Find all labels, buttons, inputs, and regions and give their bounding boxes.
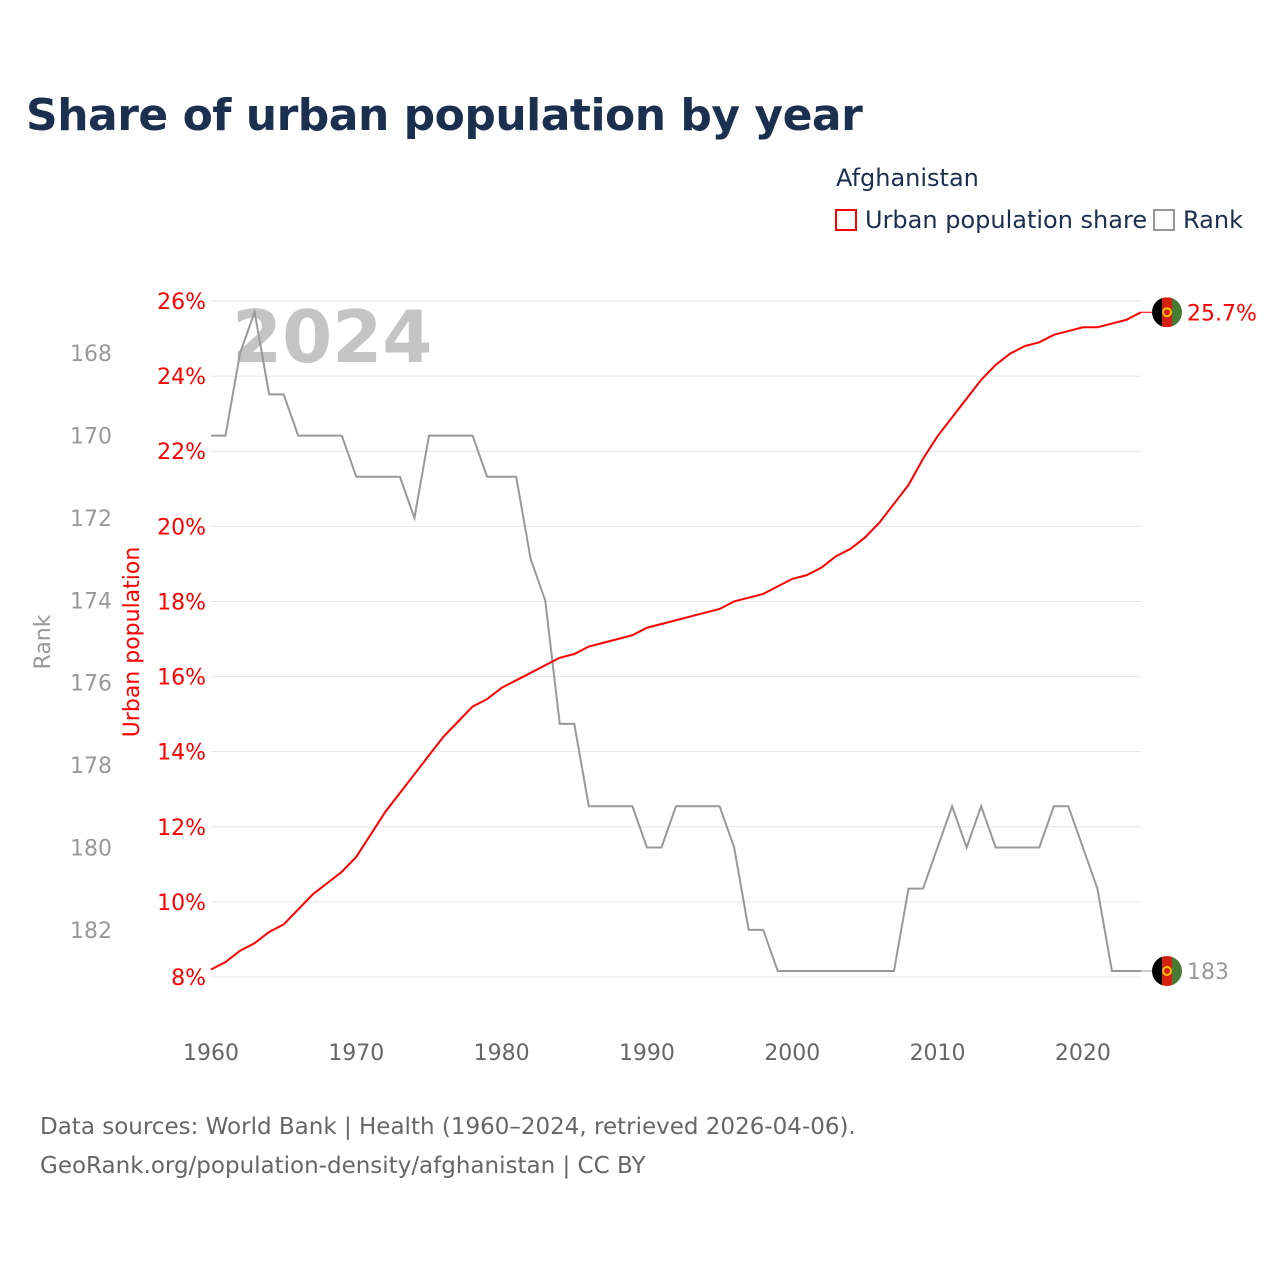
urban-tick-label: 24%	[157, 365, 206, 390]
urban-tick-label: 22%	[157, 440, 206, 465]
rank-tick-label: 182	[70, 919, 112, 944]
urban-line	[210, 311, 1142, 971]
chart-title: Share of urban population by year	[26, 90, 863, 141]
x-tick-label: 2010	[910, 1041, 966, 1066]
rank-tick-label: 168	[70, 342, 112, 367]
urban-tick-label: 26%	[157, 290, 206, 315]
rank-tick-label: 178	[70, 754, 112, 779]
afghanistan-flag-icon	[1152, 956, 1182, 986]
x-tick-label: 2020	[1055, 1041, 1111, 1066]
urban-tick-label: 8%	[171, 966, 206, 991]
urban-tick-label: 14%	[157, 741, 206, 766]
rank-axis-label: Rank	[31, 614, 56, 669]
watermark-year: 2024	[232, 295, 432, 379]
legend-swatch-urban	[835, 209, 857, 231]
legend-item-rank[interactable]: Rank	[1153, 206, 1243, 234]
urban-tick-label: 20%	[157, 515, 206, 540]
urban-tick-label: 12%	[157, 816, 206, 841]
rank-tick-label: 180	[70, 836, 112, 861]
legend-country: Afghanistan	[836, 164, 979, 192]
rank-tick-label: 170	[70, 425, 112, 450]
afghanistan-flag-icon	[1152, 297, 1182, 328]
footer-link[interactable]: GeoRank.org/population-density/afghanist…	[40, 1153, 646, 1179]
x-tick-label: 1980	[474, 1041, 530, 1066]
urban-tick-label: 16%	[157, 666, 206, 691]
footer: Data sources: World Bank | Health (1960–…	[40, 1108, 856, 1186]
footer-sources: Data sources: World Bank | Health (1960–…	[40, 1114, 856, 1140]
urban-tick-label: 18%	[157, 590, 206, 615]
urban-axis-label: Urban population	[120, 547, 145, 738]
legend-item-urban[interactable]: Urban population share	[835, 206, 1147, 234]
legend-label-urban: Urban population share	[865, 206, 1148, 234]
legend-label-rank: Rank	[1183, 206, 1243, 234]
rank-tick-label: 176	[70, 672, 112, 697]
rank-end-label: 183	[1187, 960, 1229, 985]
rank-line	[211, 308, 1141, 972]
rank-tick-label: 172	[70, 507, 112, 532]
urban-tick-label: 10%	[157, 891, 206, 916]
x-tick-label: 2000	[764, 1041, 820, 1066]
urban-end-label: 25.7%	[1187, 301, 1257, 326]
x-tick-label: 1970	[328, 1041, 384, 1066]
rank-tick-label: 174	[70, 589, 112, 614]
x-tick-label: 1990	[619, 1041, 675, 1066]
x-tick-label: 1960	[183, 1041, 239, 1066]
legend-swatch-rank	[1153, 209, 1175, 231]
